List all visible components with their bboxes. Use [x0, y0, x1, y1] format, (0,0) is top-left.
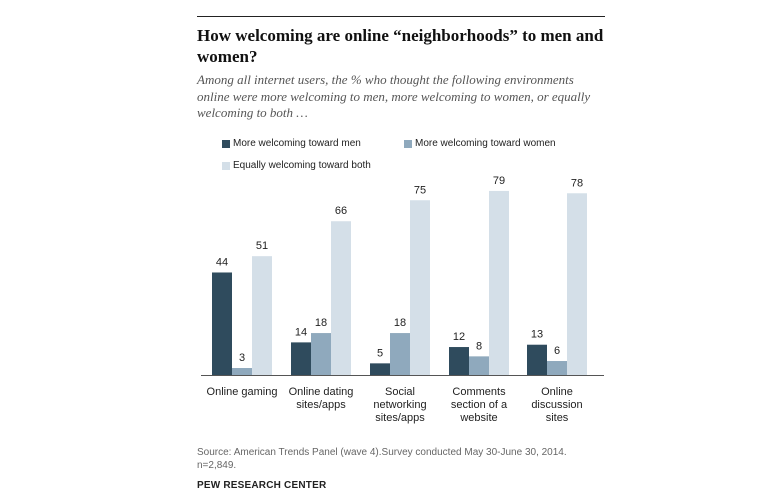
bar-3-1 [469, 356, 489, 375]
data-label-2-1: 18 [394, 317, 406, 329]
category-label-4-1: discussion [531, 399, 582, 411]
category-label-0-0: Online gaming [207, 386, 278, 398]
data-label-2-0: 5 [377, 347, 383, 359]
bar-1-1 [311, 333, 331, 375]
bar-2-2 [410, 200, 430, 375]
data-label-1-2: 66 [335, 205, 347, 217]
source-note: Source: American Trends Panel (wave 4).S… [197, 447, 567, 471]
data-label-0-2: 51 [256, 240, 268, 252]
data-label-1-0: 14 [295, 326, 307, 338]
category-label-3-1: section of a [451, 399, 508, 411]
data-label-4-1: 6 [554, 345, 560, 357]
data-label-3-1: 8 [476, 340, 482, 352]
bar-4-1 [547, 361, 567, 375]
category-label-3-2: website [459, 412, 497, 424]
data-label-0-0: 44 [216, 256, 228, 268]
chart-title: How welcoming are online “neighborhoods”… [197, 26, 604, 66]
category-label-4-2: sites [546, 412, 569, 424]
bar-3-0 [449, 347, 469, 375]
chart-subtitle: Among all internet users, the % who thou… [197, 72, 591, 120]
data-label-3-2: 79 [493, 175, 505, 187]
data-label-4-0: 13 [531, 329, 543, 341]
bar-4-2 [567, 193, 587, 375]
bar-4-0 [527, 344, 547, 375]
bar-0-2 [252, 256, 272, 375]
category-label-2-2: sites/apps [375, 412, 425, 424]
category-label-4-0: Online [541, 386, 573, 398]
bar-3-2 [489, 190, 509, 375]
data-label-2-2: 75 [414, 184, 426, 196]
category-label-1-1: sites/apps [296, 399, 346, 411]
data-label-0-1: 3 [239, 352, 245, 364]
top-rule [197, 16, 605, 17]
bar-0-1 [232, 368, 252, 375]
category-label-3-0: Comments [452, 386, 506, 398]
category-label-2-0: Social [385, 386, 415, 398]
bar-2-0 [370, 363, 390, 375]
bar-2-1 [390, 333, 410, 375]
bar-1-0 [291, 342, 311, 375]
brand-label: PEW RESEARCH CENTER [197, 480, 327, 491]
bar-1-2 [331, 221, 351, 375]
category-label-2-1: networking [373, 399, 426, 411]
data-label-3-0: 12 [453, 331, 465, 343]
category-label-1-0: Online dating [289, 386, 354, 398]
bar-0-0 [212, 272, 232, 375]
data-label-4-2: 78 [571, 177, 583, 189]
data-label-1-1: 18 [315, 317, 327, 329]
